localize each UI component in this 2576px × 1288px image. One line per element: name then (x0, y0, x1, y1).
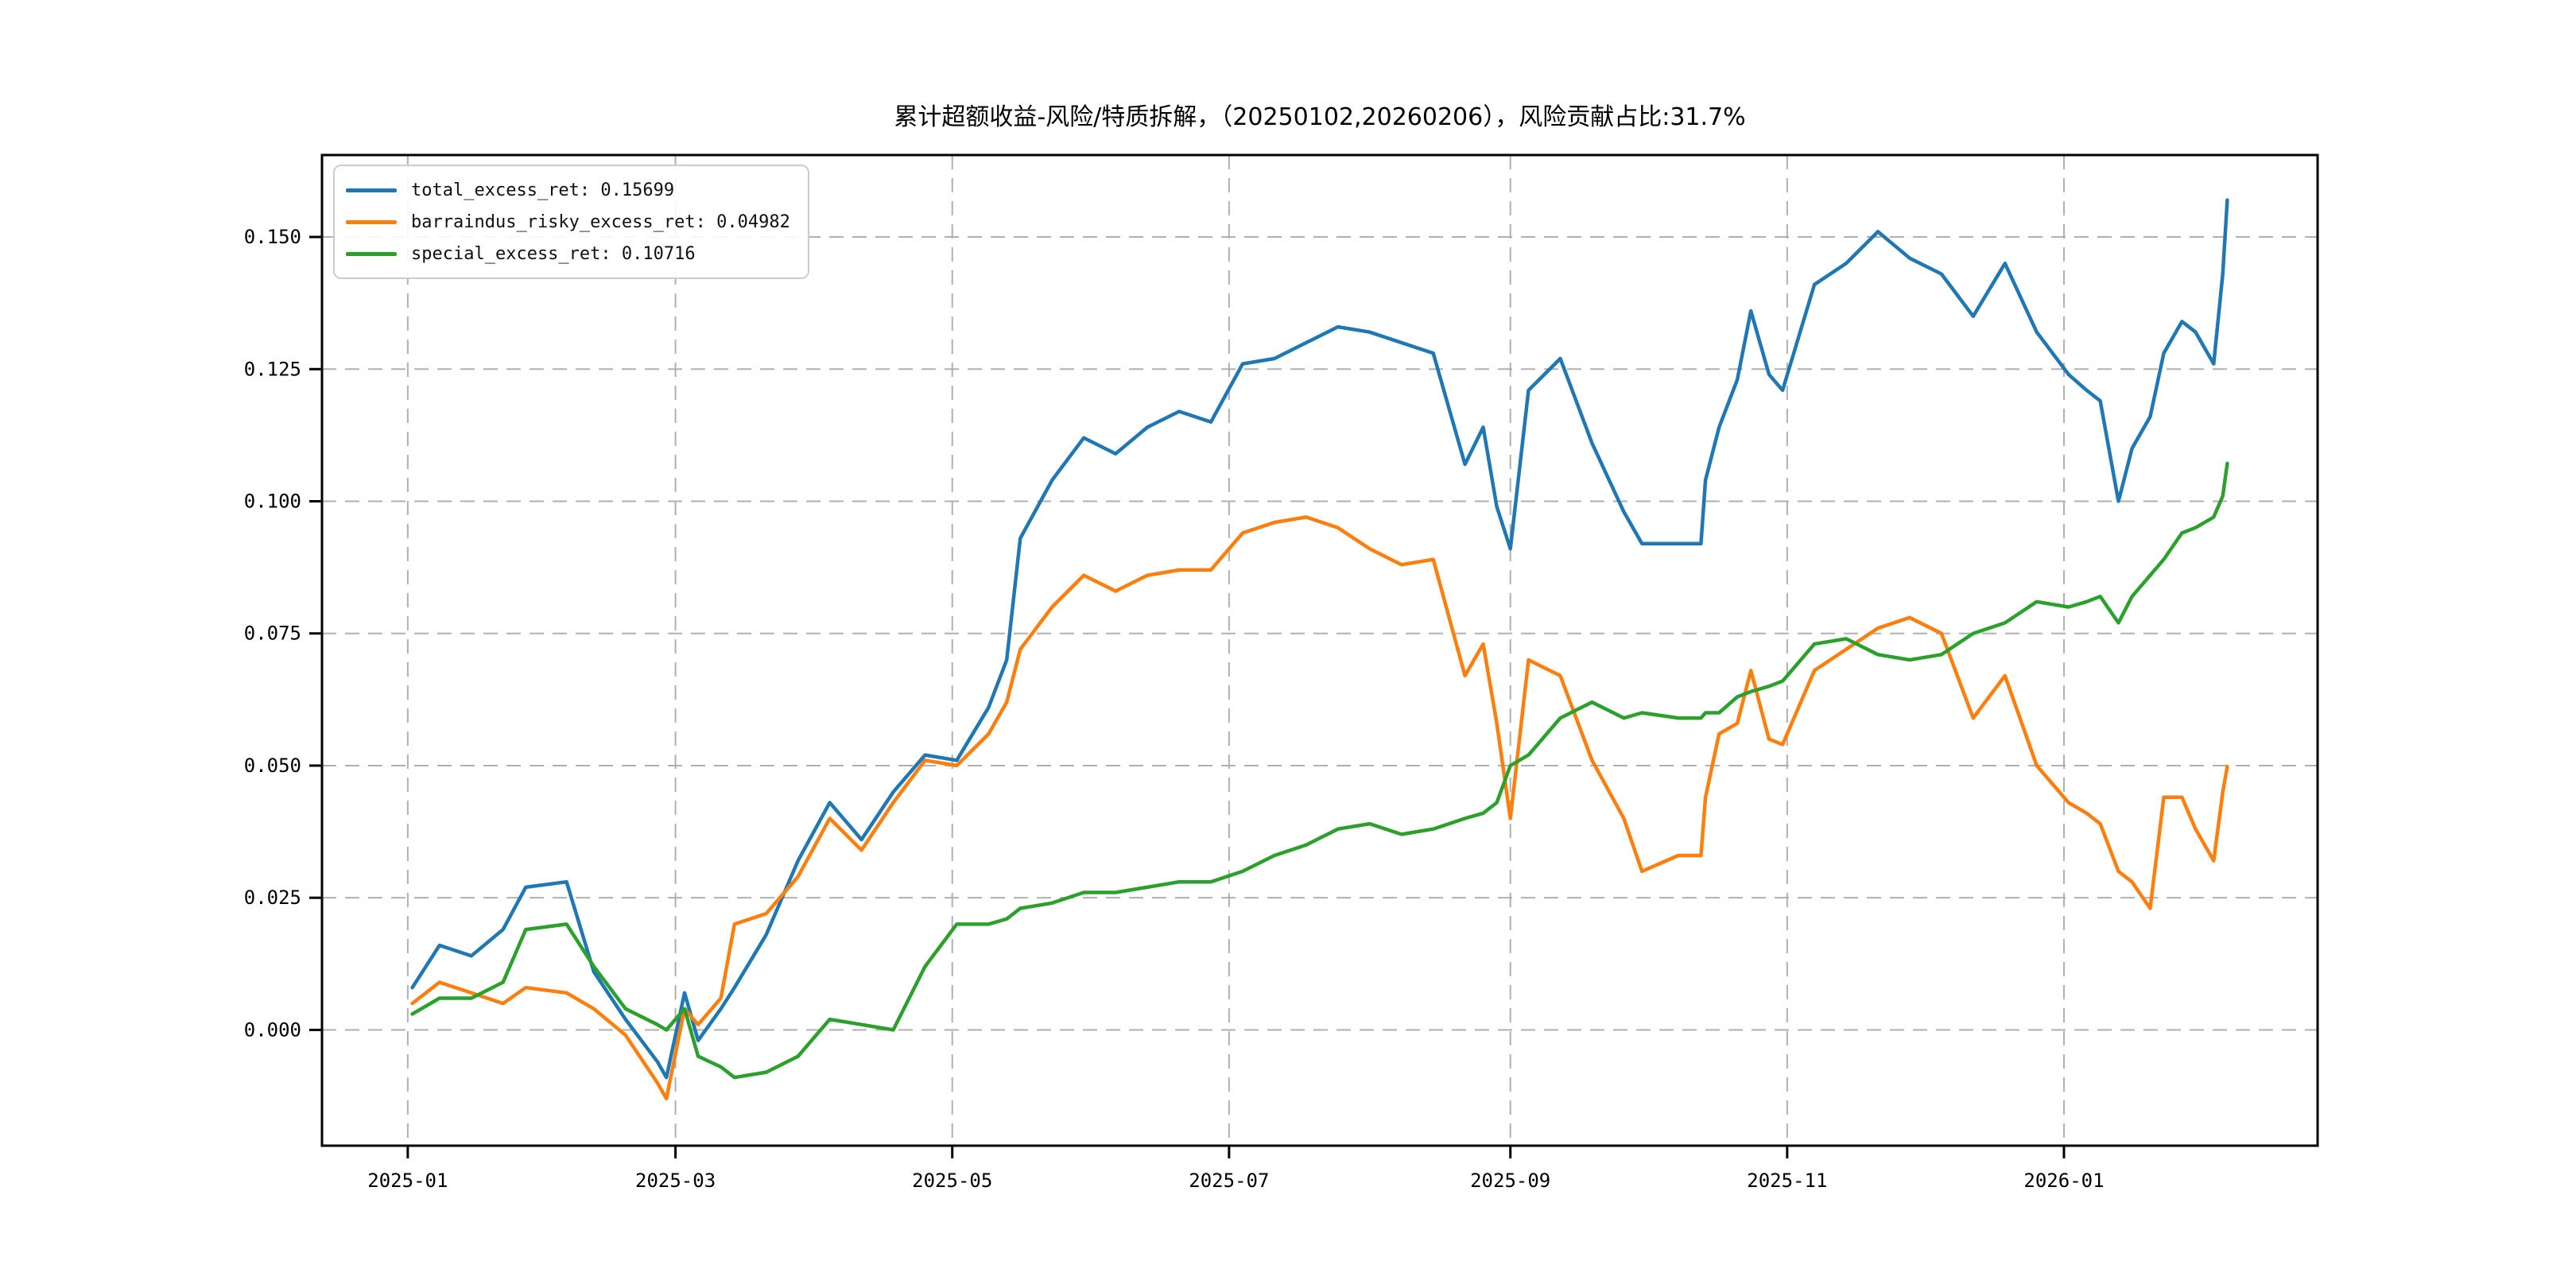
legend-item: special_excess_ret: 0.10716 (346, 238, 790, 270)
x-tick-label: 2025-07 (1189, 1170, 1269, 1192)
legend-label: special_excess_ret: 0.10716 (411, 243, 696, 264)
y-tick-label: 0.125 (244, 358, 301, 380)
x-tick-label: 2025-11 (1747, 1170, 1827, 1192)
y-tick-label: 0.150 (244, 226, 301, 248)
legend-swatch-total (346, 188, 397, 192)
x-tick-label: 2025-03 (635, 1170, 716, 1192)
x-tick-label: 2025-09 (1470, 1170, 1550, 1192)
plot-border (320, 153, 2319, 1147)
x-tick-label: 2025-05 (912, 1170, 992, 1192)
legend-swatch-special (346, 251, 397, 256)
y-tick-label: 0.100 (244, 491, 301, 513)
legend: total_excess_ret: 0.15699 barraindus_ris… (333, 165, 809, 279)
legend-label: total_excess_ret: 0.15699 (411, 180, 675, 200)
chart-title: 累计超额收益-风险/特质拆解，（20250102,20260206），风险贡献占… (894, 103, 1746, 131)
series-line-total_excess_ret (410, 198, 2229, 1080)
y-tick-label: 0.000 (244, 1018, 301, 1041)
legend-label: barraindus_risky_excess_ret: 0.04982 (411, 211, 790, 232)
legend-swatch-barraindus (346, 219, 397, 224)
y-tick-label: 0.050 (244, 755, 301, 777)
series-line-barraindus_risky_excess_ret (410, 515, 2229, 1101)
y-tick-label: 0.025 (244, 886, 301, 909)
y-tick-label: 0.075 (244, 623, 301, 645)
legend-item: barraindus_risky_excess_ret: 0.04982 (346, 206, 790, 238)
x-tick-label: 2025-01 (367, 1170, 448, 1192)
legend-item: total_excess_ret: 0.15699 (346, 174, 790, 206)
series-line-special_excess_ret (410, 461, 2229, 1080)
x-tick-label: 2026-01 (2023, 1170, 2104, 1192)
